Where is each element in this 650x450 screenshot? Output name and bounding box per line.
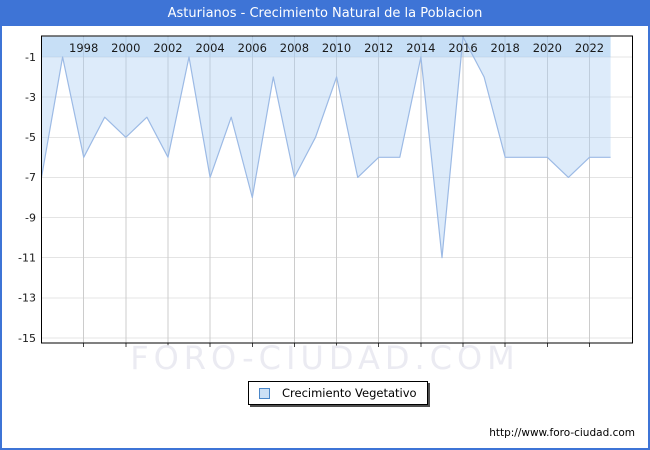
y-tick-label: -3 bbox=[25, 91, 36, 104]
x-tick-label: 2010 bbox=[322, 41, 351, 55]
legend: Crecimiento Vegetativo bbox=[248, 381, 428, 405]
y-tick-label: -13 bbox=[18, 292, 36, 305]
x-tick-label: 2020 bbox=[533, 41, 562, 55]
x-tick-label: 2016 bbox=[448, 41, 477, 55]
x-tick-label: 2004 bbox=[195, 41, 224, 55]
plot-border bbox=[40, 35, 634, 344]
line-series bbox=[40, 36, 611, 259]
y-tick-label: -1 bbox=[25, 51, 36, 64]
x-tick-label: 2012 bbox=[364, 41, 393, 55]
x-tick-label: 2002 bbox=[153, 41, 182, 55]
y-tick-label: -9 bbox=[25, 211, 36, 224]
y-tick-label: -15 bbox=[18, 332, 36, 345]
y-tick-label: -5 bbox=[25, 131, 36, 144]
x-tick-label: 2006 bbox=[238, 41, 267, 55]
legend-swatch-icon bbox=[259, 387, 270, 399]
x-tick-label: 2022 bbox=[575, 41, 604, 55]
area-series bbox=[41, 36, 611, 258]
x-tick-label: 1998 bbox=[69, 41, 98, 55]
y-tick-label: -11 bbox=[18, 251, 36, 264]
x-tick-label: 2014 bbox=[406, 41, 435, 55]
x-tick-label: 2008 bbox=[280, 41, 309, 55]
chart-title: Asturianos - Crecimiento Natural de la P… bbox=[2, 2, 648, 26]
y-tick-label: -7 bbox=[25, 171, 36, 184]
xaxis-band bbox=[41, 36, 611, 57]
x-tick-label: 2018 bbox=[491, 41, 520, 55]
x-tick-label: 2000 bbox=[111, 41, 140, 55]
legend-label: Crecimiento Vegetativo bbox=[282, 386, 417, 400]
footer-url-link[interactable]: http://www.foro-ciudad.com bbox=[489, 427, 635, 439]
